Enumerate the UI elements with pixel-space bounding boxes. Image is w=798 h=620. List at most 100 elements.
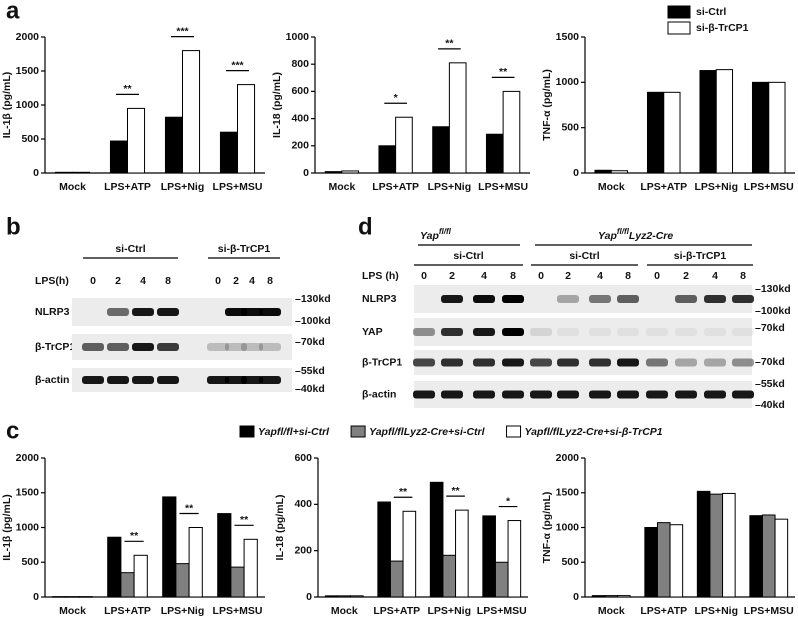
bar (107, 536, 122, 598)
bar (696, 490, 711, 598)
blot-band (441, 358, 463, 367)
bar (751, 81, 770, 174)
y-tick-label: 1500 (16, 487, 40, 499)
size-marker: –55kd (295, 365, 325, 377)
time-value: 0 (421, 270, 427, 282)
blot-band (107, 343, 129, 351)
size-marker: –70kd (295, 336, 325, 348)
y-tick-label: 200 (294, 544, 312, 556)
genotype-suffix: Lyz2-Cre (629, 230, 674, 242)
genotype-header: Yapfl/flLyz2-Cre (598, 227, 673, 242)
y-axis-label: IL-18 (pg/mL) (274, 495, 286, 561)
blot-band (241, 308, 263, 316)
bar (377, 501, 391, 598)
time-value: 4 (597, 270, 603, 282)
x-tick-label: LPS+Nig (161, 605, 204, 617)
blot-band (473, 295, 495, 303)
blot-strip (414, 381, 752, 408)
blot-band (646, 328, 668, 336)
y-tick-label: 0 (33, 591, 39, 603)
bar (324, 171, 343, 174)
bar (324, 595, 339, 598)
y-axis-label: TNF-α (pg/mL) (541, 69, 553, 141)
legend-swatch (667, 5, 691, 19)
y-tick-label: 1500 (556, 31, 580, 43)
blot-band (132, 308, 154, 316)
x-tick-label: LPS+Nig (161, 181, 204, 193)
time-value: 0 (90, 275, 96, 287)
row-label: NLRP3 (362, 293, 397, 305)
time-value: 4 (712, 270, 718, 282)
x-tick-label: LPS+Nig (428, 181, 471, 193)
blot-band (413, 358, 435, 367)
blot-band (157, 376, 179, 384)
y-tick-label: 400 (291, 112, 309, 124)
y-tick-label: 1000 (556, 76, 580, 88)
bar (341, 170, 360, 174)
blot-band (557, 358, 579, 367)
bar (594, 169, 612, 174)
bar (429, 481, 444, 598)
x-tick-label: LPS+Nig (428, 605, 471, 617)
group-label: si-β-TrCP1 (674, 250, 727, 262)
blot-band (617, 390, 639, 399)
bar (133, 554, 148, 598)
bar (774, 518, 789, 598)
row-label: β-TrCP1 (362, 356, 402, 368)
x-tick-label: LPS+MSU (478, 181, 528, 193)
legend-swatch (239, 425, 255, 438)
y-tick-label: 1000 (556, 521, 580, 533)
bar (219, 131, 238, 174)
blot-band (82, 376, 104, 384)
y-axis-label: IL-18 (pg/mL) (271, 72, 283, 138)
blot-band (557, 390, 579, 399)
size-marker: –70kd (755, 322, 785, 334)
bar (644, 527, 658, 598)
blot-band (502, 390, 524, 399)
blot-band (157, 308, 179, 316)
x-tick-label: Mock (331, 605, 358, 617)
bar (182, 50, 201, 174)
panel-label: b (6, 213, 21, 240)
x-tick-label: LPS+ATP (104, 181, 151, 193)
y-tick-label: 500 (561, 121, 579, 133)
time-value: 2 (449, 270, 455, 282)
row-label: β-actin (362, 388, 396, 400)
blot-band (225, 343, 247, 351)
significance-label: ** (185, 502, 194, 514)
time-value: 8 (510, 270, 516, 282)
time-value: 0 (654, 270, 660, 282)
x-tick-label: LPS+ATP (104, 605, 151, 617)
x-tick-label: LPS+MSU (744, 181, 794, 193)
bar (217, 513, 232, 598)
size-marker: –40kd (755, 399, 785, 411)
blot-band (502, 328, 524, 336)
y-tick-label: 1000 (16, 99, 40, 111)
legend-swatch (667, 21, 691, 35)
blot-band (413, 328, 435, 336)
time-value: 8 (267, 275, 273, 287)
y-tick-label: 500 (21, 133, 39, 145)
genotype-sup: fl/fl (439, 227, 452, 236)
bar (507, 520, 522, 598)
blot-band (473, 390, 495, 399)
bar (663, 91, 681, 174)
row-label: β-TrCP1 (35, 341, 75, 353)
x-tick-label: LPS+MSU (744, 605, 794, 617)
row-label: β-actin (35, 374, 69, 386)
row-label: YAP (362, 326, 383, 338)
bar (188, 527, 203, 598)
legend-label: Yapfl/flLyz2-Cre+si-Ctrl (369, 426, 486, 438)
blot-band (502, 358, 524, 367)
blot-band (530, 328, 552, 336)
y-tick-label: 2000 (556, 452, 580, 464)
blot-band (207, 376, 229, 384)
blot-band (675, 358, 697, 367)
genotype-header: Yapfl/fl (420, 227, 452, 242)
blot-band (530, 358, 552, 367)
bar (455, 509, 469, 598)
time-label: LPS(h) (35, 275, 69, 287)
bar (337, 595, 352, 598)
bar (485, 133, 504, 174)
significance-label: *** (176, 25, 189, 37)
